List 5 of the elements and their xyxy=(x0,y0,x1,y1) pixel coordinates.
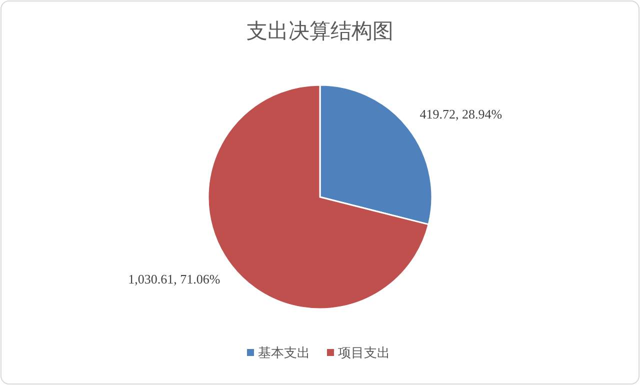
legend-label: 基本支出 xyxy=(258,345,310,360)
chart-title: 支出决算结构图 xyxy=(246,19,394,43)
data-label: 419.72, 28.94% xyxy=(420,106,502,122)
legend-label: 项目支出 xyxy=(338,345,390,360)
data-label: 1,030.61, 71.06% xyxy=(128,271,220,286)
